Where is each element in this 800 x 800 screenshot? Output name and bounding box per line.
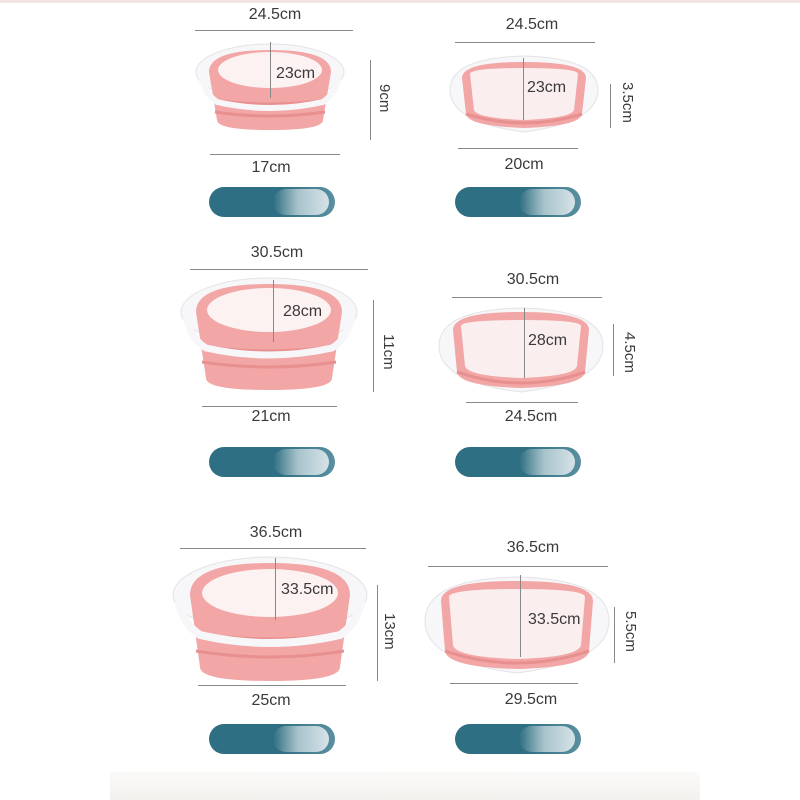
top-width-label: 24.5cm [505, 16, 559, 33]
height-label: 13cm [381, 613, 398, 650]
top-width-line [195, 30, 353, 31]
height-label: 4.5cm [621, 332, 638, 373]
swatch-sheen [519, 189, 575, 215]
height-label: 11cm [380, 334, 397, 370]
color-swatch [209, 447, 335, 477]
swatch-sheen [519, 449, 575, 475]
color-swatch [455, 447, 581, 477]
height-line [373, 300, 374, 392]
inner-depth-label: 28cm [283, 303, 323, 320]
top-width-label: 36.5cm [506, 539, 560, 556]
height-label: 3.5cm [619, 82, 636, 123]
bottom-width-line [466, 402, 578, 403]
basin-folded-illustration [438, 307, 604, 393]
basin-open-medium: 30.5cm 28cm 11cm 21cm [0, 240, 400, 490]
basin-folded-illustration [449, 55, 599, 133]
top-width-line [452, 297, 602, 298]
bottom-shadow-strip [110, 772, 700, 800]
swatch-sheen [273, 449, 329, 475]
inner-depth-line [270, 42, 271, 98]
top-width-line [190, 269, 368, 270]
color-swatch [209, 724, 335, 754]
bottom-width-label: 20cm [504, 156, 544, 173]
height-line [370, 60, 371, 140]
inner-depth-label: 23cm [527, 79, 567, 96]
basin-open-small: 24.5cm 23cm 9cm 17cm [0, 0, 400, 230]
inner-depth-label: 33.5cm [281, 581, 334, 598]
basin-open-illustration [180, 277, 358, 390]
bottom-width-label: 29.5cm [504, 691, 558, 708]
color-swatch [455, 724, 581, 754]
inner-depth-line [275, 558, 276, 620]
inner-depth-label: 28cm [528, 332, 568, 349]
bottom-width-line [202, 406, 337, 407]
height-label: 9cm [376, 84, 393, 113]
swatch-sheen [519, 726, 575, 752]
top-width-label: 30.5cm [506, 271, 560, 288]
bottom-width-line [458, 148, 578, 149]
top-width-label: 24.5cm [248, 6, 302, 23]
inner-depth-label: 23cm [276, 65, 316, 82]
basin-folded-large: 36.5cm 33.5cm 5.5cm 29.5cm [400, 515, 800, 775]
basin-folded-medium: 30.5cm 28cm 4.5cm 24.5cm [400, 240, 800, 490]
top-edge-strip [0, 0, 800, 3]
bottom-width-line [210, 154, 340, 155]
height-label: 5.5cm [622, 611, 639, 652]
inner-depth-line [520, 575, 521, 657]
bottom-width-label: 17cm [251, 159, 291, 176]
basin-open-large: 36.5cm 33.5cm 13cm 25cm [0, 515, 400, 775]
basin-open-illustration [172, 556, 368, 681]
bottom-width-line [450, 683, 578, 684]
inner-depth-line [523, 58, 524, 120]
basin-folded-small: 24.5cm 23cm 3.5cm 20cm [400, 0, 800, 230]
swatch-sheen [273, 726, 329, 752]
color-swatch [455, 187, 581, 217]
top-width-label: 36.5cm [249, 524, 303, 541]
inner-depth-line [524, 308, 525, 378]
bottom-width-line [198, 685, 346, 686]
basin-folded-illustration [424, 576, 610, 674]
bottom-width-label: 21cm [251, 408, 291, 425]
height-line [377, 585, 378, 681]
inner-depth-label: 33.5cm [528, 611, 581, 628]
top-width-line [455, 42, 595, 43]
top-width-line [180, 548, 366, 549]
bottom-width-label: 25cm [251, 692, 291, 709]
color-swatch [209, 187, 335, 217]
top-width-label: 30.5cm [250, 244, 304, 261]
bottom-width-label: 24.5cm [504, 408, 558, 425]
inner-depth-line [273, 280, 274, 342]
top-width-line [428, 566, 608, 567]
height-line [614, 607, 615, 663]
height-line [613, 324, 614, 376]
height-line [610, 84, 611, 128]
swatch-sheen [273, 189, 329, 215]
